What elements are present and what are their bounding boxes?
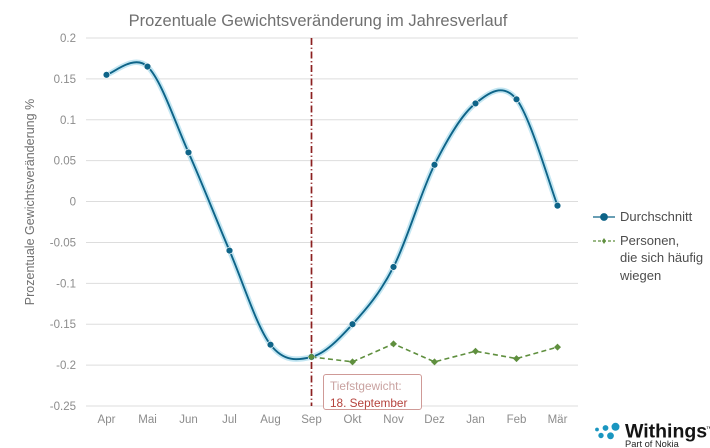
svg-text:Mär: Mär [548,414,568,426]
svg-text:Apr: Apr [98,414,116,426]
svg-text:Sep: Sep [301,414,321,426]
svg-text:™: ™ [706,426,710,433]
svg-text:Jul: Jul [222,414,237,426]
svg-text:Aug: Aug [260,414,280,426]
svg-text:Jan: Jan [466,414,485,426]
svg-text:Feb: Feb [507,414,527,426]
svg-text:0.15: 0.15 [54,74,76,86]
svg-text:Dez: Dez [424,414,445,426]
svg-text:-0.15: -0.15 [50,319,76,331]
svg-text:0.05: 0.05 [54,156,76,168]
svg-text:-0.05: -0.05 [50,237,76,249]
svg-text:0.1: 0.1 [60,115,76,127]
svg-text:Mai: Mai [138,414,157,426]
svg-text:0.2: 0.2 [60,33,76,45]
svg-text:0: 0 [70,197,76,209]
svg-text:-0.2: -0.2 [56,360,76,372]
svg-text:Part of Nokia: Part of Nokia [625,439,680,448]
svg-text:-0.25: -0.25 [50,401,76,413]
svg-text:-0.1: -0.1 [56,278,76,290]
svg-text:Okt: Okt [344,414,363,426]
svg-text:Jun: Jun [179,414,198,426]
svg-text:Nov: Nov [383,414,404,426]
